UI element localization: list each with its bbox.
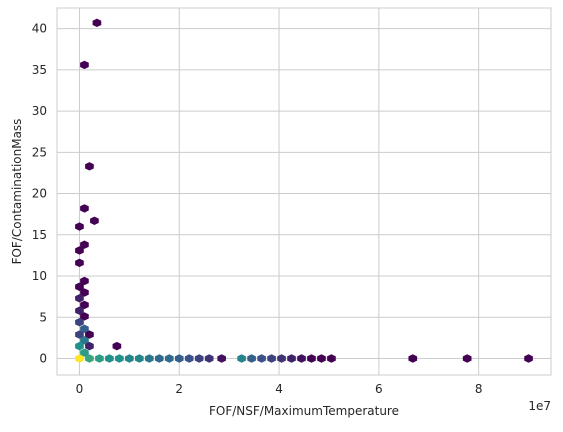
hexbin-cell <box>154 354 164 363</box>
hexbin-cell <box>105 354 114 363</box>
grid <box>57 8 551 375</box>
hexbin-cell <box>85 162 94 171</box>
hexbin-cell <box>267 354 276 363</box>
hexbin-cell <box>217 354 226 363</box>
hexbin-cell <box>85 330 94 339</box>
hexbin-cell <box>95 354 104 363</box>
hexbin-cell <box>80 60 89 70</box>
hexbin-cell <box>90 216 99 225</box>
hexbin-cell <box>144 354 154 363</box>
hexbin-cell <box>408 354 418 363</box>
hexbin-cell <box>75 282 84 291</box>
x-axis-ticks: 0 2 4 6 8 <box>76 382 483 396</box>
hexbin-cell <box>317 354 326 363</box>
hexbin-cell <box>297 354 306 363</box>
hexbin-cell <box>115 354 124 363</box>
hexbin-cell <box>75 258 84 268</box>
hexbin-cell <box>85 341 94 351</box>
hexbin-cell <box>75 318 84 327</box>
hexbin-cell <box>125 354 134 363</box>
x-axis-label: FOF/NSF/MaximumTemperature <box>209 404 399 418</box>
hexbin-cell <box>75 246 84 255</box>
hexbin-cell <box>164 354 174 363</box>
hexbin-cell <box>184 354 194 363</box>
x-tick-label: 4 <box>275 382 283 396</box>
hexbin-cell <box>80 240 89 249</box>
hexbin-cell <box>92 18 102 28</box>
y-tick-label: 10 <box>32 269 47 283</box>
hexbin-cells <box>75 18 533 363</box>
hexbin-cell <box>257 354 266 363</box>
hexbin-cell <box>80 288 89 297</box>
hexbin-cell <box>174 354 184 363</box>
hexbin-cell <box>80 300 89 310</box>
hexbin-cell <box>80 324 89 334</box>
hexbin-cell <box>462 354 472 363</box>
hexbin-cell <box>80 204 89 213</box>
y-tick-label: 30 <box>32 104 47 118</box>
hexbin-cell <box>80 312 89 321</box>
plot-area-frame <box>56 7 552 376</box>
x-tick-label: 0 <box>76 382 84 396</box>
y-axis-ticks: 0 5 10 15 20 25 30 35 40 <box>32 22 47 366</box>
x-axis-offset-label: 1e7 <box>528 399 551 413</box>
y-axis-label: FOF/ContaminationMass <box>10 119 24 265</box>
hexbin-cell <box>237 354 246 363</box>
hexbin-cell <box>204 354 214 363</box>
y-tick-label: 15 <box>32 228 47 242</box>
hexbin-cell <box>75 341 84 351</box>
y-tick-label: 0 <box>39 352 47 366</box>
hexbin-cell <box>75 306 84 315</box>
y-tick-label: 5 <box>39 310 47 324</box>
hexbin-cell <box>327 354 336 363</box>
hexbin-cell <box>277 354 286 363</box>
hexbin-cell <box>112 341 122 351</box>
hexbin-cell <box>85 354 94 363</box>
x-tick-label: 8 <box>475 382 483 396</box>
hexbin-cell <box>75 330 84 339</box>
hexbin-cell <box>75 294 84 303</box>
hexbin-cell <box>307 354 316 363</box>
x-tick-label: 2 <box>175 382 183 396</box>
hexbin-cell <box>75 354 84 363</box>
y-tick-label: 25 <box>32 145 47 159</box>
hexbin-cell <box>524 354 533 363</box>
hexbin-cell <box>287 354 296 363</box>
x-tick-label: 6 <box>375 382 383 396</box>
hexbin-cell <box>80 336 89 345</box>
hexbin-cell <box>80 276 89 286</box>
hexbin-cell <box>75 222 84 231</box>
y-tick-label: 40 <box>32 22 47 36</box>
hexbin-cell <box>80 348 89 357</box>
hexbin-cell <box>135 354 144 363</box>
hexbin-cell <box>247 354 256 363</box>
hexbin-cell <box>194 354 204 363</box>
y-tick-label: 35 <box>32 63 47 77</box>
y-tick-label: 20 <box>32 187 47 201</box>
